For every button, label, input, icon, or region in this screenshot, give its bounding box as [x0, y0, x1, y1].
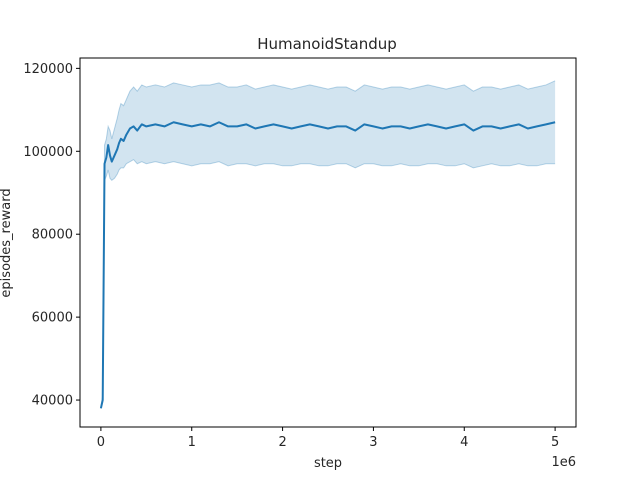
chart-title: HumanoidStandup [257, 35, 397, 53]
y-tick-label: 120000 [23, 62, 73, 77]
band-upper-edge [100, 80, 556, 407]
x-axis: 0 1 2 3 4 5 [97, 427, 559, 450]
y-tick-label: 40000 [32, 394, 73, 409]
y-tick-label: 100000 [23, 145, 73, 160]
y-tick-label: 80000 [32, 228, 73, 243]
x-tick-label: 0 [97, 435, 105, 450]
x-axis-title: step [314, 456, 342, 471]
mean-reward-line [99, 121, 556, 409]
x-axis-offset-label: 1e6 [551, 455, 576, 470]
x-tick-label: 2 [278, 435, 286, 450]
x-tick-label: 1 [188, 435, 196, 450]
plot-area [99, 80, 556, 409]
x-tick-label: 4 [460, 435, 468, 450]
confidence-band [100, 80, 556, 409]
x-tick-label: 3 [369, 435, 377, 450]
y-tick-label: 60000 [32, 311, 73, 326]
axes-frame [79, 57, 577, 428]
x-tick-label: 5 [551, 435, 559, 450]
y-axis: 40000 60000 80000 100000 120000 [23, 62, 80, 409]
y-axis-title: episodes_reward [0, 188, 14, 297]
band-lower-edge [100, 158, 556, 409]
